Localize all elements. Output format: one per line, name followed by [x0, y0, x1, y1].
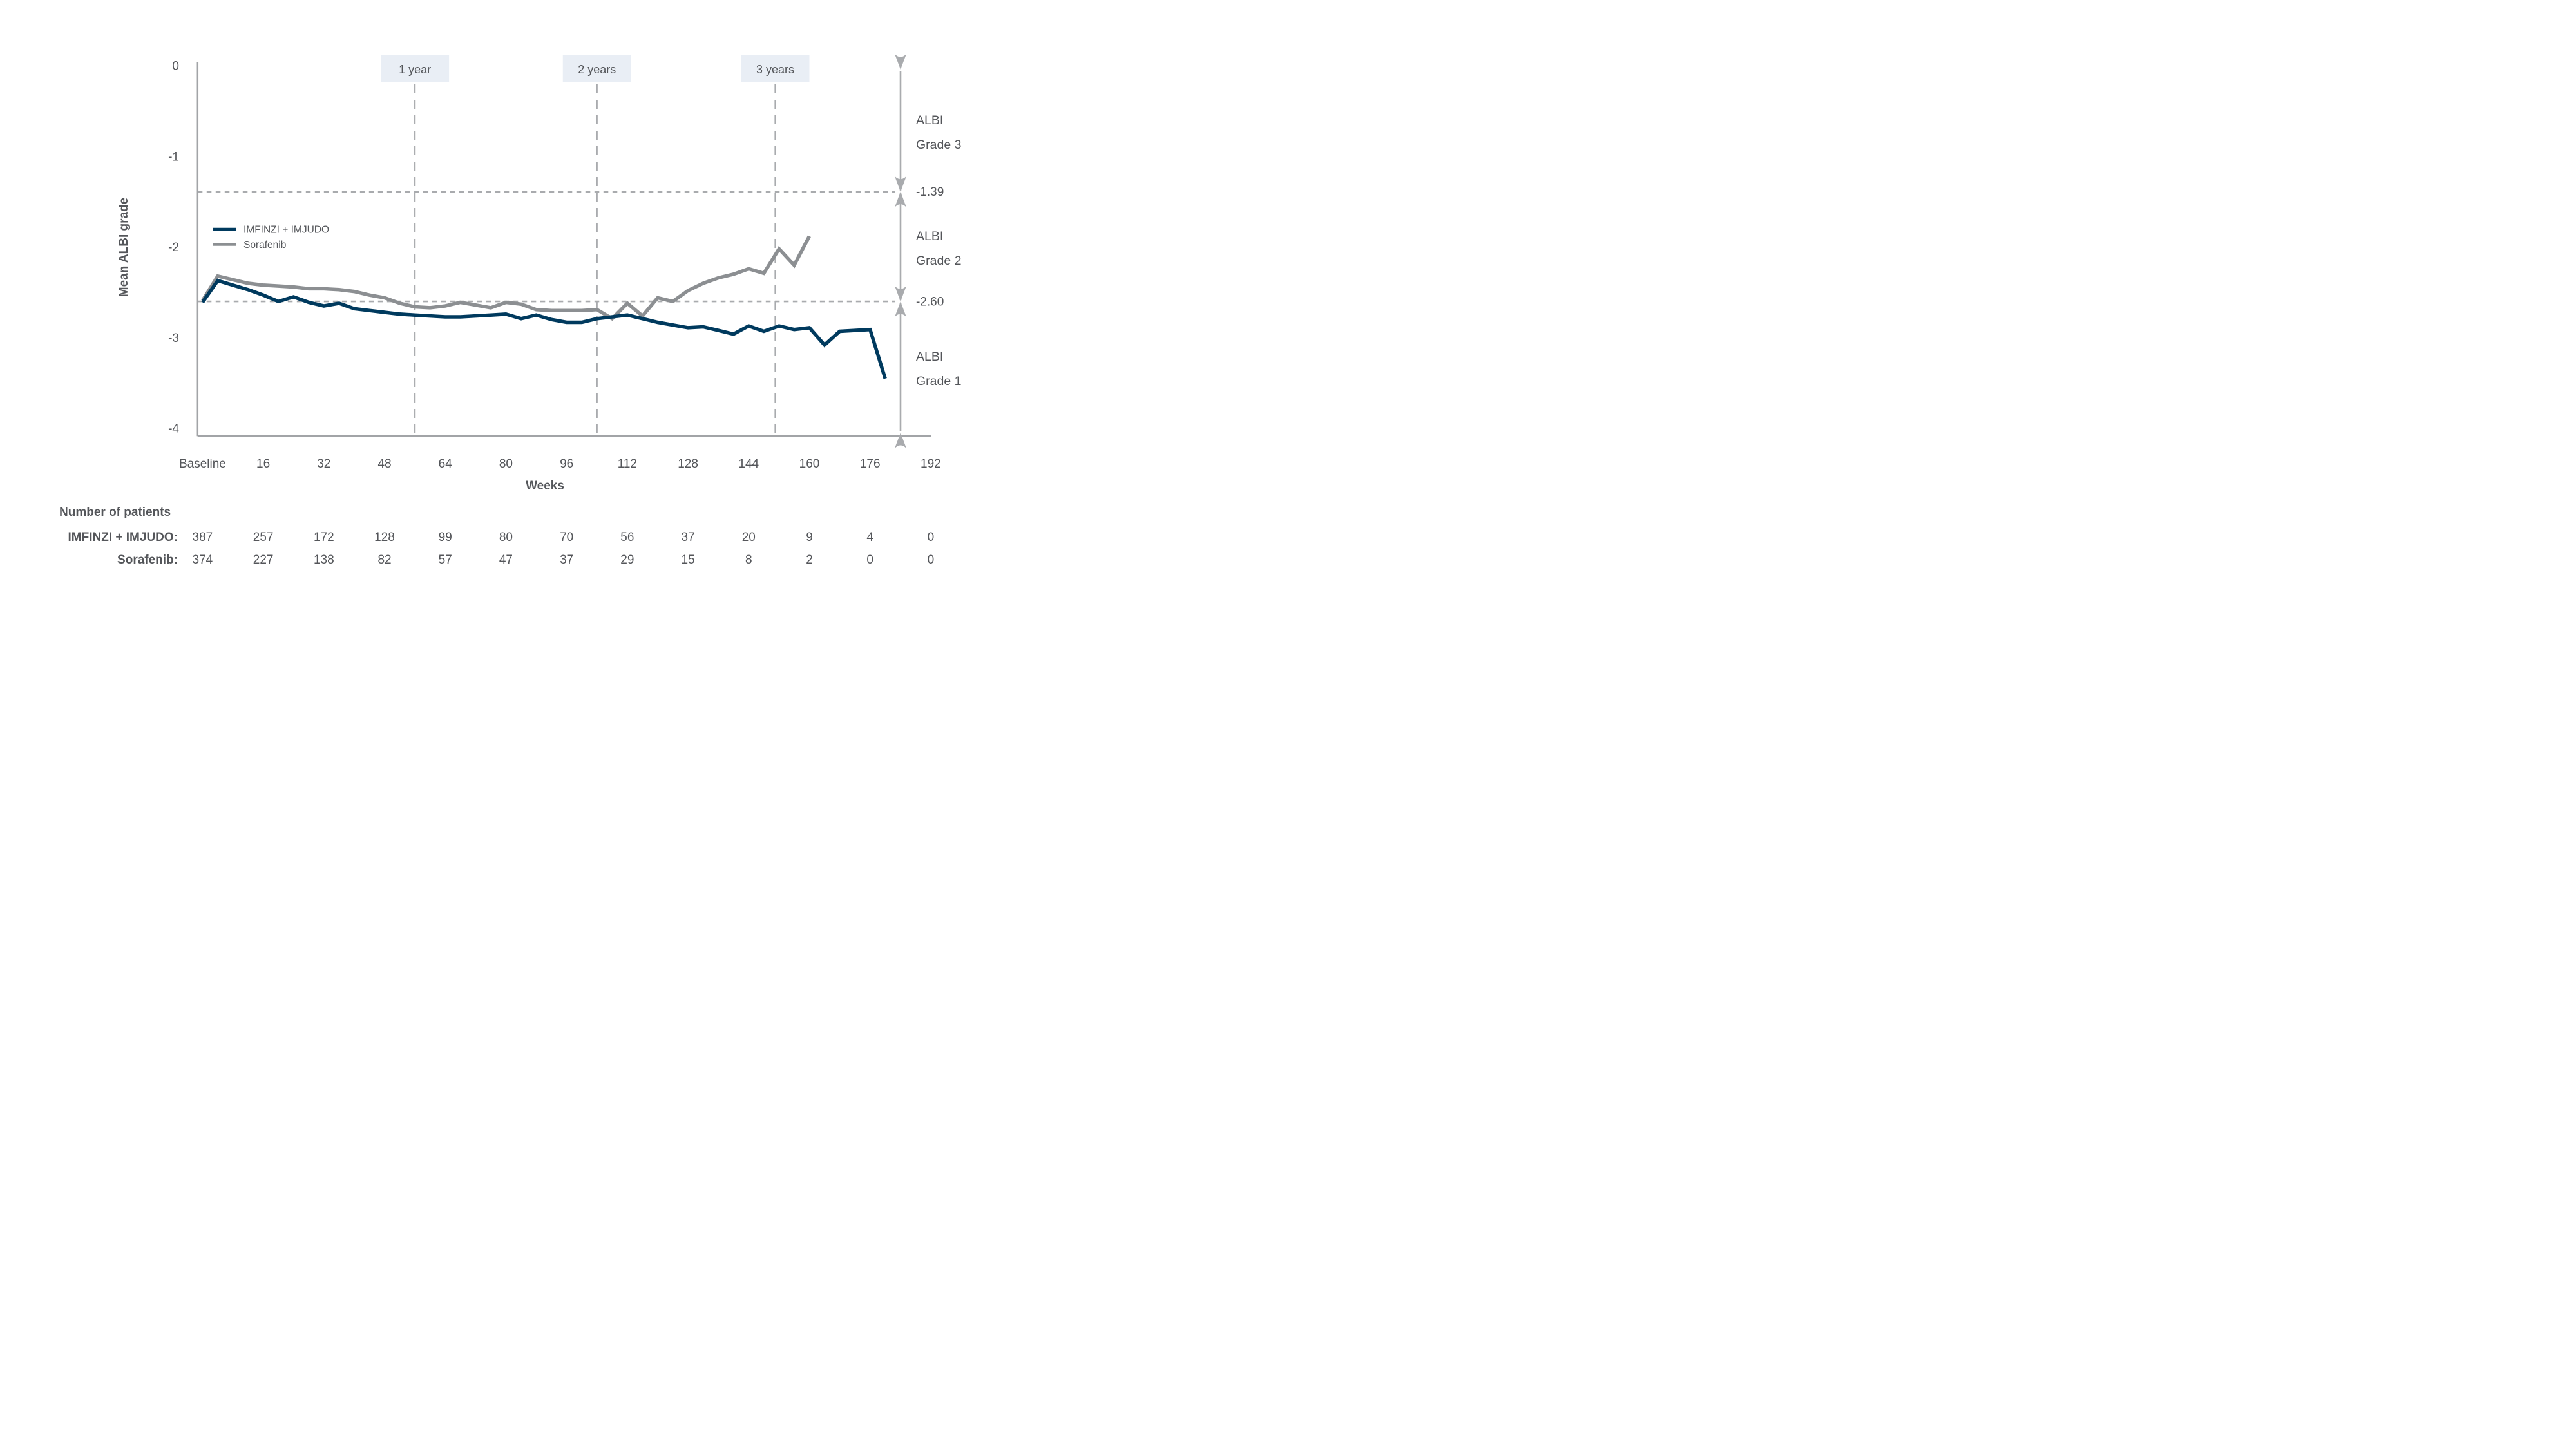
x-tick-label: 176 — [860, 457, 881, 471]
y-axis-title: Mean ALBI grade — [117, 198, 131, 298]
series-line-sorafenib — [201, 235, 811, 321]
patients-row-label: Sorafenib: — [117, 553, 178, 567]
patients-count: 20 — [742, 531, 756, 544]
grade-band-label: ALBI Grade 1 — [916, 350, 961, 388]
year-marker-label: 2 years — [578, 63, 616, 76]
year-marker-box — [381, 55, 450, 82]
patients-count: 227 — [253, 553, 274, 567]
year-marker-box — [741, 55, 810, 82]
x-tick-label: 80 — [499, 457, 513, 471]
x-tick-label: 32 — [317, 457, 330, 471]
grade-band-label: ALBI Grade 2 — [916, 229, 961, 268]
albi-grade-chart: 1 year 2 years 3 years -1.39 -2.60 0 -1 -2 -3 -… — [0, 0, 1031, 580]
patients-count: 70 — [560, 531, 573, 544]
year-marker-label: 1 year — [399, 63, 431, 76]
arrowhead-up-icon — [895, 54, 906, 70]
patients-count: 15 — [681, 553, 694, 567]
x-tick-label: Baseline — [179, 457, 226, 471]
patients-count: 0 — [928, 553, 935, 567]
x-tick-label: 16 — [256, 457, 270, 471]
legend: IMFINZI + IMJUDO Sorafenib — [213, 225, 329, 251]
series-line-imfinzi-imjudo — [201, 278, 887, 379]
chart-canvas: 1 year 2 years 3 years -1.39 -2.60 0 -1 -2 -3 -… — [59, 54, 961, 567]
x-tick-label: 64 — [439, 457, 453, 471]
x-tick-label: 48 — [377, 457, 391, 471]
patients-count: 2 — [806, 553, 813, 567]
grade-band-label: ALBI Grade 3 — [916, 113, 961, 152]
patients-count: 128 — [374, 531, 395, 544]
patients-count: 9 — [806, 531, 813, 544]
patients-count: 82 — [377, 553, 391, 567]
x-tick-label: 96 — [560, 457, 573, 471]
y-tick-label: -3 — [168, 332, 179, 345]
legend-label-imfinzi-imjudo: IMFINZI + IMJUDO — [243, 225, 329, 236]
patients-count: 4 — [866, 531, 873, 544]
patients-count: 37 — [681, 531, 694, 544]
patients-count: 138 — [314, 553, 334, 567]
x-tick-label: 144 — [738, 457, 759, 471]
patients-count: 172 — [314, 531, 334, 544]
x-tick-label: 128 — [678, 457, 698, 471]
arrowhead-up-icon — [895, 286, 906, 302]
year-marker-box — [562, 55, 631, 82]
patients-count: 387 — [193, 531, 213, 544]
patients-count: 257 — [253, 531, 274, 544]
patients-count: 47 — [499, 553, 513, 567]
patients-count: 0 — [928, 531, 935, 544]
legend-label-sorafenib: Sorafenib — [243, 240, 286, 251]
y-tick-label: -2 — [168, 241, 179, 254]
patients-count: 99 — [439, 531, 452, 544]
y-tick-label: -4 — [168, 422, 179, 436]
arrowhead-up-icon — [895, 176, 906, 192]
patients-count: 374 — [193, 553, 213, 567]
patients-count: 80 — [499, 531, 513, 544]
x-tick-label: 112 — [618, 457, 637, 471]
y-tick-label: -1 — [168, 150, 179, 164]
x-axis-title: Weeks — [526, 479, 564, 493]
year-marker-label: 3 years — [756, 63, 794, 76]
x-tick-label: 160 — [799, 457, 820, 471]
patients-count: 29 — [620, 553, 634, 567]
patients-row-label: IMFINZI + IMJUDO: — [68, 531, 178, 544]
patients-count: 57 — [439, 553, 452, 567]
patients-count: 0 — [866, 553, 873, 567]
x-tick-label: 192 — [921, 457, 941, 471]
patients-table-title: Number of patients — [59, 506, 171, 519]
patients-count: 8 — [745, 553, 752, 567]
reference-line-label: -2.60 — [916, 296, 944, 309]
y-tick-label: 0 — [172, 60, 179, 73]
patients-count: 56 — [620, 531, 634, 544]
arrowhead-down-icon — [895, 433, 906, 448]
patients-count: 37 — [560, 553, 573, 567]
reference-line-label: -1.39 — [916, 185, 944, 199]
